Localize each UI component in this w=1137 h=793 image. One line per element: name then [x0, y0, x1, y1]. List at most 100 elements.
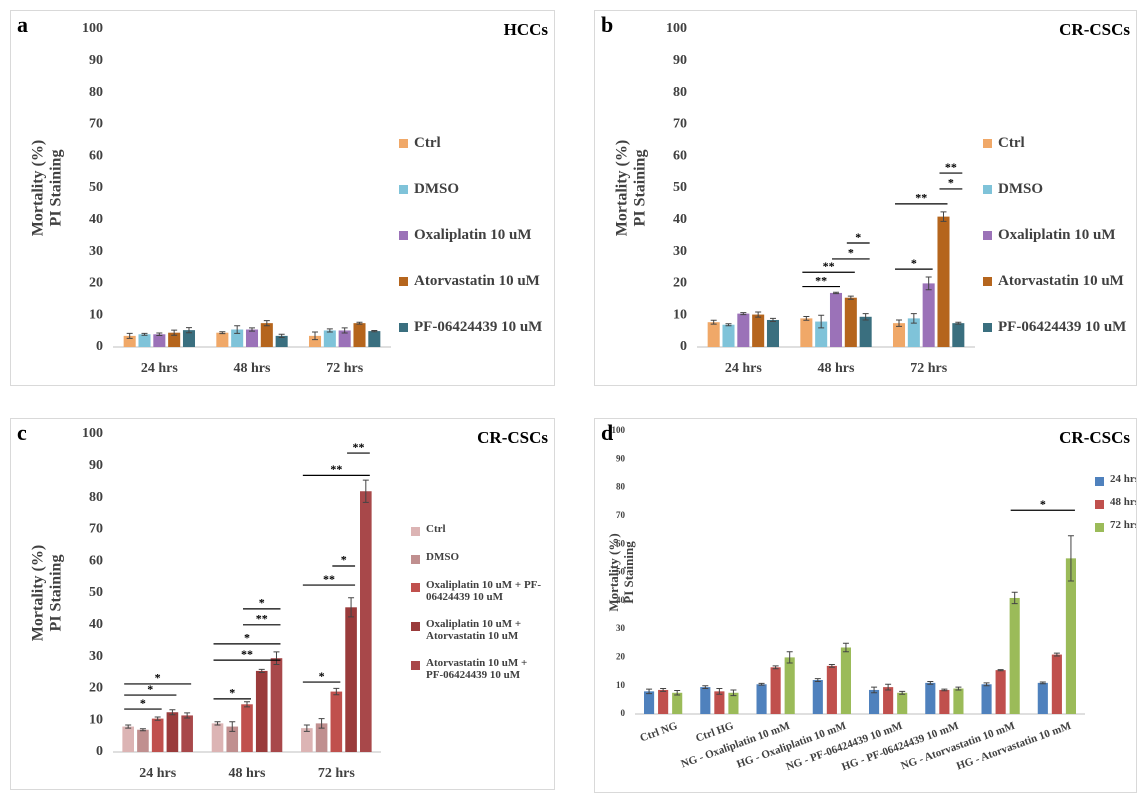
y-tick-label: 40	[89, 212, 103, 227]
error-bar	[278, 333, 285, 338]
error-bar	[710, 319, 717, 325]
chart: a HCCs Mortality (%) PI Staining 0 10 20 30 40 50…	[17, 12, 549, 376]
bar	[829, 292, 843, 347]
error-bar	[646, 688, 653, 695]
x-tick-label: 24 hrs	[139, 766, 177, 781]
error-bar	[730, 689, 737, 697]
error-bar	[955, 686, 962, 691]
chart-title: HCCs	[504, 20, 549, 39]
error-bar	[674, 690, 681, 696]
bar	[153, 334, 166, 347]
bar	[812, 680, 823, 714]
error-bar	[303, 724, 310, 732]
error-bar	[141, 332, 148, 336]
bar	[301, 728, 313, 752]
error-bar	[871, 686, 878, 694]
y-tick-label: 40	[616, 595, 626, 605]
y-tick-label: 60	[616, 538, 626, 548]
error-bar	[139, 728, 146, 732]
bar	[766, 319, 780, 347]
legend-swatch	[411, 583, 420, 592]
y-tick-label: 100	[82, 426, 103, 441]
y-tick-label: 40	[89, 617, 103, 632]
legend-label: Oxaliplatin 10 uM + Atorvastatin 10 uM	[426, 618, 522, 642]
legend-item: DMSO	[983, 181, 1136, 198]
bar	[907, 318, 920, 347]
bar	[658, 689, 669, 714]
legend-swatch	[399, 323, 408, 332]
legend-swatch	[399, 231, 408, 240]
bar	[138, 334, 151, 347]
significance-label: *	[259, 596, 265, 610]
y-tick-label: 20	[616, 651, 626, 661]
error-bar	[899, 690, 906, 695]
legend-item: Oxaliplatin 10 uM	[983, 227, 1136, 244]
bar	[211, 723, 224, 752]
error-bar	[925, 276, 932, 291]
legend-label: Atorvastatin 10 uM	[998, 273, 1124, 289]
error-bar	[1039, 681, 1046, 685]
legend-label: 72 hrs	[1110, 519, 1137, 531]
bar	[270, 658, 283, 752]
y-axis-label: Mortality (%)	[606, 533, 621, 611]
legend-label: Oxaliplatin 10 uM	[998, 227, 1116, 243]
y-tick-label: 50	[89, 180, 103, 195]
bar	[922, 283, 935, 347]
bar	[216, 332, 229, 347]
bar	[784, 657, 795, 714]
x-tick-label: 72 hrs	[326, 361, 364, 376]
legend-swatch	[983, 323, 992, 332]
significance-label: **	[815, 273, 827, 287]
error-bar	[740, 312, 747, 316]
error-bar	[955, 321, 962, 325]
legend-label: Atorvastatin 10 uM	[414, 273, 540, 289]
error-bar	[660, 688, 667, 692]
legend-label: Oxaliplatin 10 uM	[414, 227, 532, 243]
bar	[345, 607, 357, 752]
bar	[330, 691, 343, 752]
legend-label: Ctrl	[426, 523, 446, 535]
y-tick-label: 60	[89, 553, 103, 568]
error-bar	[769, 317, 776, 323]
significance-label: *	[244, 631, 250, 645]
y-tick-label: 90	[89, 458, 103, 473]
legend-swatch	[399, 185, 408, 194]
legend-item: Oxaliplatin 10 uM	[399, 227, 554, 244]
y-tick-label: 80	[89, 490, 103, 505]
significance-label: *	[855, 230, 861, 244]
legend-swatch	[1095, 523, 1104, 532]
bar	[770, 667, 781, 714]
y-tick-label: 60	[673, 148, 687, 163]
chart-panel: b CR-CSCs Mortality (%) PI Staining 0 10 20 30 4…	[594, 10, 1137, 386]
y-tick-label: 30	[673, 244, 687, 259]
significance-label: *	[911, 256, 917, 270]
bar	[1065, 558, 1076, 714]
legend: Ctrl DMSO Oxaliplatin 10 uM + PF-06424439 …	[411, 523, 546, 696]
bar	[353, 323, 366, 347]
y-tick-label: 10	[89, 712, 103, 727]
bar	[315, 723, 328, 752]
error-bar	[356, 321, 363, 325]
bar	[323, 330, 336, 347]
y-tick-label: 20	[673, 276, 687, 291]
bar	[1051, 654, 1062, 714]
y-tick-label: 10	[89, 307, 103, 322]
error-bar	[126, 332, 133, 339]
significance-label: *	[341, 553, 347, 567]
significance-label: **	[241, 647, 253, 661]
legend-label: Ctrl	[414, 135, 441, 151]
legend-item: PF-06424439 10 uM	[983, 319, 1136, 336]
error-bar	[910, 313, 917, 324]
x-tick-label: 72 hrs	[318, 766, 356, 781]
chart-title: CR-CSCs	[1059, 428, 1130, 447]
legend-label: Ctrl	[998, 135, 1025, 151]
legend-swatch	[399, 277, 408, 286]
legend-item: PF-06424439 10 uM	[399, 319, 554, 336]
y-axis-label: Mortality (%)	[614, 140, 631, 236]
legend-label: DMSO	[426, 551, 459, 563]
x-tick-label: 24 hrs	[141, 361, 179, 376]
y-tick-label: 100	[666, 21, 687, 36]
bar	[826, 665, 837, 714]
bar	[275, 335, 288, 347]
chart-title: CR-CSCs	[477, 428, 548, 447]
